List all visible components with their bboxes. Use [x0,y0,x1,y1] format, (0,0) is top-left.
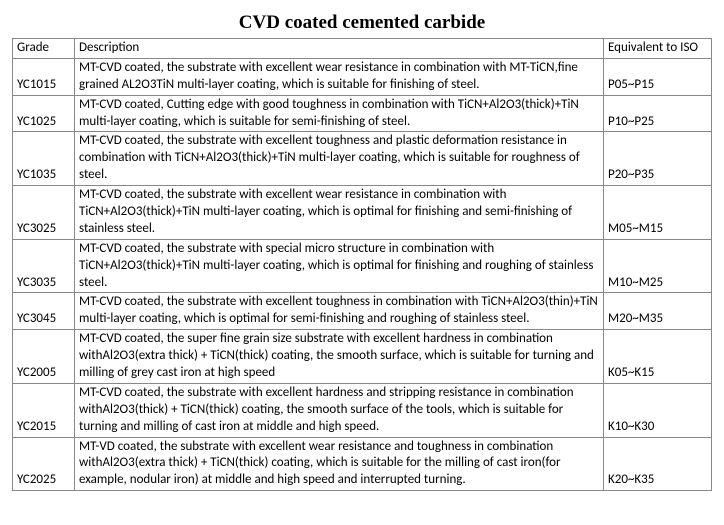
table-row: YC1025MT-CVD coated, Cutting edge with g… [13,95,712,132]
cell-description: MT-CVD coated, the substrate with excell… [75,132,604,186]
cell-iso: K05~K15 [604,330,712,384]
cell-grade: YC3035 [13,239,75,293]
table-row: YC2025MT-VD coated, the substrate with e… [13,437,712,491]
cell-iso: M20~M35 [604,293,712,330]
cell-iso: M05~M15 [604,186,712,240]
cell-iso: K20~K35 [604,437,712,491]
table-body: YC1015MT-CVD coated, the substrate with … [13,58,712,490]
cell-iso: K10~K30 [604,383,712,437]
col-description: Description [75,39,604,59]
cell-grade: YC1035 [13,132,75,186]
cell-iso: P05~P15 [604,58,712,95]
cell-grade: YC2015 [13,383,75,437]
col-grade: Grade [13,39,75,59]
cell-description: MT-CVD coated, the substrate with excell… [75,383,604,437]
cell-grade: YC3045 [13,293,75,330]
cell-grade: YC1015 [13,58,75,95]
table-row: YC3025MT-CVD coated, the substrate with … [13,186,712,240]
table-row: YC3035MT-CVD coated, the substrate with … [13,239,712,293]
cell-grade: YC1025 [13,95,75,132]
cell-description: MT-CVD coated, Cutting edge with good to… [75,95,604,132]
carbide-table: Grade Description Equivalent to ISO YC10… [12,38,712,491]
cell-iso: P10~P25 [604,95,712,132]
cell-grade: YC2025 [13,437,75,491]
table-row: YC2015MT-CVD coated, the substrate with … [13,383,712,437]
cell-description: MT-CVD coated, the substrate with excell… [75,58,604,95]
table-row: YC1015MT-CVD coated, the substrate with … [13,58,712,95]
cell-grade: YC3025 [13,186,75,240]
table-row: YC3045MT-CVD coated, the substrate with … [13,293,712,330]
cell-description: MT-CVD coated, the substrate with specia… [75,239,604,293]
col-iso: Equivalent to ISO [604,39,712,59]
cell-description: MT-CVD coated, the substrate with excell… [75,293,604,330]
cell-description: MT-CVD coated, the substrate with excell… [75,186,604,240]
table-header-row: Grade Description Equivalent to ISO [13,39,712,59]
cell-description: MT-CVD coated, the super fine grain size… [75,330,604,384]
cell-iso: P20~P35 [604,132,712,186]
cell-grade: YC2005 [13,330,75,384]
table-row: YC1035MT-CVD coated, the substrate with … [13,132,712,186]
page-title: CVD coated cemented carbide [12,12,712,34]
table-row: YC2005MT-CVD coated, the super fine grai… [13,330,712,384]
cell-iso: M10~M25 [604,239,712,293]
cell-description: MT-VD coated, the substrate with excelle… [75,437,604,491]
